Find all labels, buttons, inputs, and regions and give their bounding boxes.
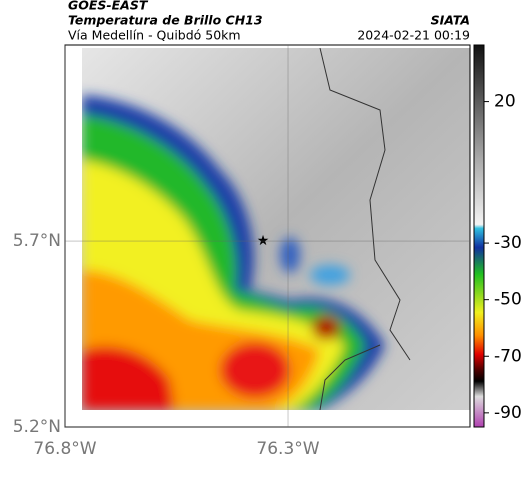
satellite-image (82, 48, 470, 410)
subtitle: Temperatura de Brillo CH13 (68, 13, 263, 28)
timestamp: 2024-02-21 00:19 (357, 28, 470, 43)
title: GOES-EAST (68, 0, 149, 13)
colorbar-tick-label: -30 (494, 233, 522, 253)
route: Vía Medellín - Quibdó 50km (68, 28, 241, 43)
colorbar-tick-label: 20 (494, 92, 516, 112)
lat-tick-label: 5.2°N (13, 417, 61, 437)
colorbar-tick-label: -90 (494, 403, 522, 423)
lon-tick-label: 76.3°W (256, 439, 319, 459)
lon-tick-label: 76.8°W (33, 439, 96, 459)
lat-tick-label: 5.7°N (13, 231, 61, 251)
source: SIATA (431, 13, 470, 28)
colorbar (473, 44, 485, 428)
colorbar-tick-label: -50 (494, 290, 522, 310)
colorbar-tick-label: -70 (494, 346, 522, 366)
